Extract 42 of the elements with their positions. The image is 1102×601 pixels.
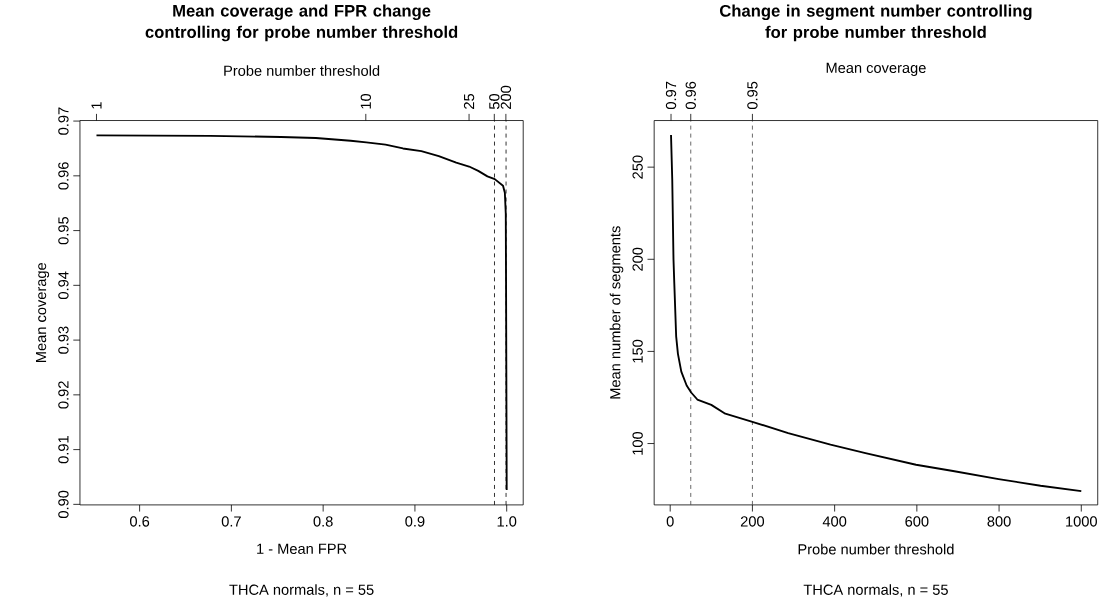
y-tick-label: 0.91 — [58, 436, 69, 464]
text: 0.96 — [685, 81, 696, 110]
y-tick-label: 0.93 — [58, 326, 69, 354]
x-tick-label: 600 — [905, 516, 929, 527]
line-series — [670, 133, 1083, 492]
x-tick-label: 0.6 — [130, 516, 150, 527]
x-tick-label: 0 — [666, 516, 674, 527]
x2-axis-title: Mean coverage — [826, 62, 926, 76]
y-tick-label: 0.95 — [58, 216, 69, 245]
y-axis-title: Mean number of segments — [609, 226, 624, 399]
x-tick-label: 200 — [740, 516, 765, 527]
y-tick-label: 250 — [632, 155, 643, 179]
x-tick-label: 0.7 — [221, 516, 241, 527]
y-tick-label: 0.90 — [58, 490, 69, 519]
text: 0.97 — [665, 81, 677, 110]
text: 0.95 — [747, 81, 758, 110]
x-tick-label: 0.8 — [313, 516, 333, 527]
y-tick-label: 0.96 — [58, 162, 69, 190]
y-axis-title: Mean coverage — [36, 262, 50, 362]
text: 25 — [463, 93, 475, 109]
text: 1 — [91, 102, 102, 109]
y-tick-label: 0.92 — [58, 381, 69, 409]
y-tick-label: 0.94 — [58, 271, 69, 300]
chart-title: Mean coverage and FPR change controlling for probe number threshold — [145, 4, 458, 42]
text: 10 — [360, 93, 371, 109]
y-tick-label: 0.97 — [58, 107, 69, 135]
y-tick-label: 150 — [632, 339, 643, 363]
x-tick-label: 400 — [822, 516, 847, 527]
y-tick-label: 100 — [632, 431, 643, 455]
x-tick-label: 0.9 — [405, 516, 425, 527]
text: THCA normals, n = 55 — [229, 584, 374, 597]
x2-axis-title: Probe number threshold — [224, 65, 380, 76]
chart-title: Change in segment number controlling for probe number threshold — [719, 4, 1032, 42]
x-axis-title: Probe number threshold — [798, 543, 954, 555]
text: 200 — [500, 85, 512, 109]
x-tick-label: 800 — [987, 516, 1011, 527]
text: THCA normals, n = 55 — [803, 584, 948, 597]
x-axis-title: 1 - Mean FPR — [257, 543, 347, 554]
y-tick-label: 200 — [632, 247, 643, 271]
x-tick-label: 1.0 — [497, 516, 517, 527]
text: 50 — [489, 93, 500, 110]
x-tick-label: 1000 — [1066, 516, 1097, 527]
